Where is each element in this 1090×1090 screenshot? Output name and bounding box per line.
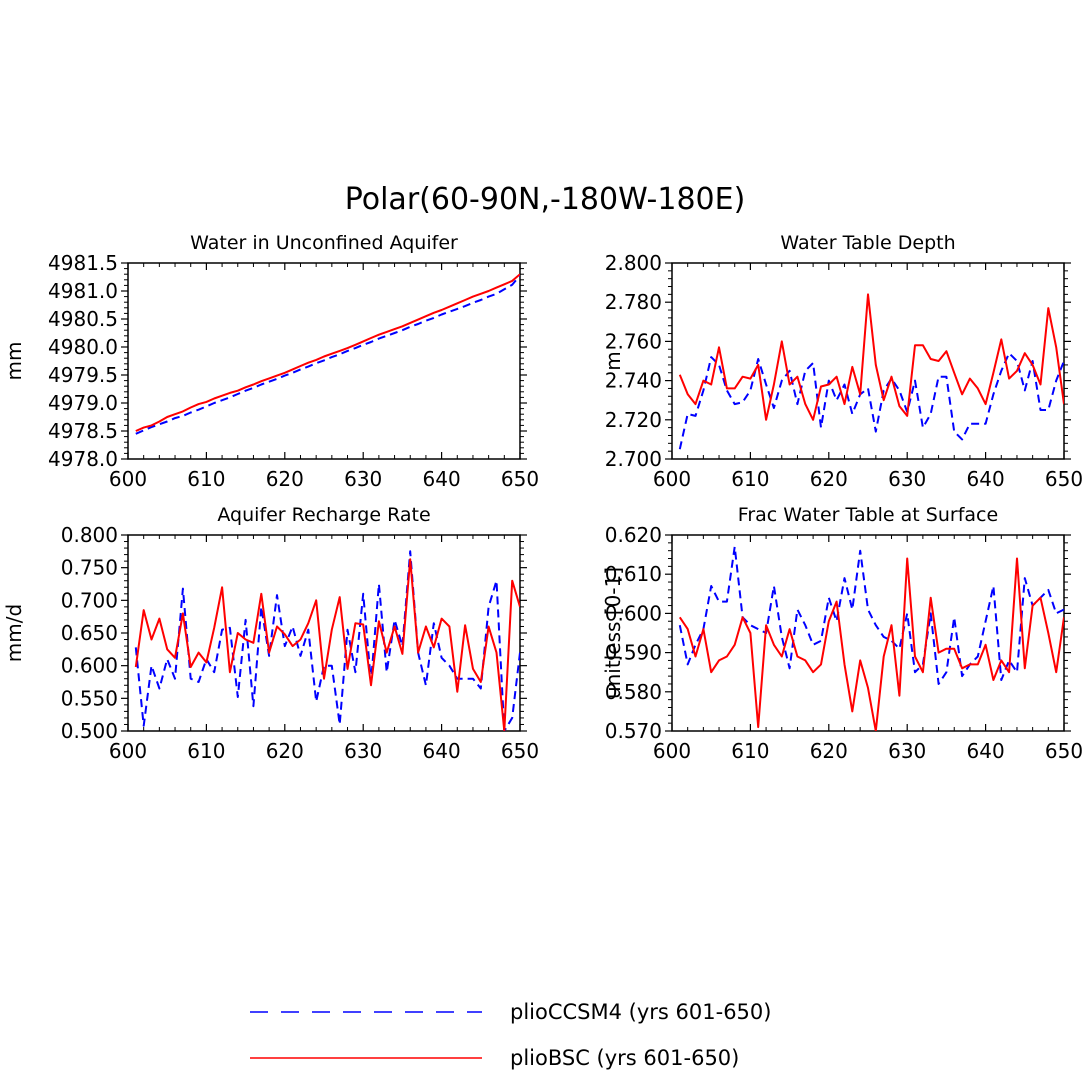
x-tick-label: 640: [423, 739, 461, 763]
y-tick-label: 0.590: [605, 641, 662, 665]
panel-title: Aquifer Recharge Rate: [217, 504, 430, 526]
y-tick-label: 0.600: [605, 601, 662, 625]
y-tick-label: 4980.0: [48, 335, 118, 359]
panel-water-in-unconfined-aquifer: Water in Unconfined Aquifer 600 610 620 630 6…: [2, 232, 539, 491]
series-line-pliobsc-yrs-601-650: [678, 557, 1064, 731]
plot-frame: [127, 262, 521, 460]
y-tick-label: 0.550: [61, 686, 118, 710]
plot-frame: [671, 262, 1065, 460]
series-line-pliobsc-yrs-601-650: [134, 558, 520, 731]
y-axis-label: unitless [0-1]: [601, 567, 625, 699]
panel-title: Water in Unconfined Aquifer: [190, 232, 458, 254]
y-tick-label: 0.700: [61, 588, 118, 612]
y-tick-label: 0.600: [61, 654, 118, 678]
x-tick-label: 650: [501, 467, 539, 491]
x-tick-label: 620: [266, 467, 304, 491]
x-tick-label: 600: [653, 467, 691, 491]
x-tick-label: 640: [967, 467, 1005, 491]
x-tick-label: 630: [888, 467, 926, 491]
x-tick-label: 610: [187, 467, 225, 491]
plot-frame: [127, 534, 521, 732]
x-tick-label: 600: [109, 467, 147, 491]
y-tick-label: 4979.0: [48, 391, 118, 415]
y-axis-label: mm: [2, 342, 26, 381]
x-tick-label: 610: [731, 467, 769, 491]
x-tick-label: 630: [344, 467, 382, 491]
panel-frac-water-table-at-surface: Frac Water Table at Surface 600 610 620 630 6…: [601, 504, 1083, 763]
panel-aquifer-recharge-rate: Aquifer Recharge Rate 600 610 620 630 640 650 0…: [2, 504, 539, 763]
y-axis-label: m: [601, 351, 625, 370]
x-tick-label: 600: [653, 739, 691, 763]
y-tick-label: 2.800: [605, 251, 662, 275]
series-line-plioccsm4-yrs-601-650: [678, 352, 1064, 450]
x-tick-label: 630: [888, 739, 926, 763]
legend: plioCCSM4 (yrs 601-650) plioBSC (yrs 601…: [250, 1000, 771, 1070]
x-tick-label: 650: [501, 739, 539, 763]
panel-water-table-depth: Water Table Depth 600 610 620 630 640 650 2.700…: [601, 232, 1083, 491]
x-tick-label: 640: [423, 467, 461, 491]
y-tick-label: 0.650: [61, 621, 118, 645]
series-line-pliobsc-yrs-601-650: [678, 293, 1064, 421]
y-tick-label: 4978.5: [48, 419, 118, 443]
y-tick-label: 2.760: [605, 329, 662, 353]
y-tick-label: 0.800: [61, 523, 118, 547]
y-tick-label: 4980.5: [48, 307, 118, 331]
plot-frame: [671, 534, 1065, 732]
panel-title: Frac Water Table at Surface: [738, 504, 998, 526]
y-tick-label: 4979.5: [48, 363, 118, 387]
x-tick-label: 600: [109, 739, 147, 763]
x-tick-label: 610: [731, 739, 769, 763]
y-tick-label: 4981.0: [48, 279, 118, 303]
x-tick-label: 650: [1045, 739, 1083, 763]
y-tick-label: 0.610: [605, 562, 662, 586]
x-tick-label: 640: [967, 739, 1005, 763]
y-tick-label: 0.570: [605, 719, 662, 743]
y-tick-label: 0.620: [605, 523, 662, 547]
y-axis-label: mm/d: [2, 604, 26, 662]
legend-label-pliobsc: plioBSC (yrs 601-650): [510, 1046, 739, 1070]
y-tick-label: 4978.0: [48, 447, 118, 471]
x-tick-label: 620: [810, 739, 848, 763]
y-tick-label: 2.700: [605, 447, 662, 471]
panel-title: Water Table Depth: [780, 232, 955, 254]
y-tick-label: 0.580: [605, 680, 662, 704]
x-tick-label: 620: [266, 739, 304, 763]
x-tick-label: 630: [344, 739, 382, 763]
figure-title: Polar(60-90N,-180W-180E): [345, 182, 746, 217]
legend-label-pliocccsm4: plioCCSM4 (yrs 601-650): [510, 1000, 771, 1024]
series-line-plioccsm4-yrs-601-650: [678, 545, 1064, 685]
x-tick-label: 650: [1045, 467, 1083, 491]
y-tick-label: 2.780: [605, 290, 662, 314]
series-line-plioccsm4-yrs-601-650: [135, 274, 520, 435]
y-tick-label: 2.720: [605, 408, 662, 432]
x-tick-label: 620: [810, 467, 848, 491]
x-tick-label: 610: [187, 739, 225, 763]
y-tick-label: 0.750: [61, 556, 118, 580]
y-tick-label: 0.500: [61, 719, 118, 743]
y-tick-label: 4981.5: [48, 251, 118, 275]
series-line-pliobsc-yrs-601-650: [135, 273, 520, 432]
y-tick-label: 2.740: [605, 369, 662, 393]
